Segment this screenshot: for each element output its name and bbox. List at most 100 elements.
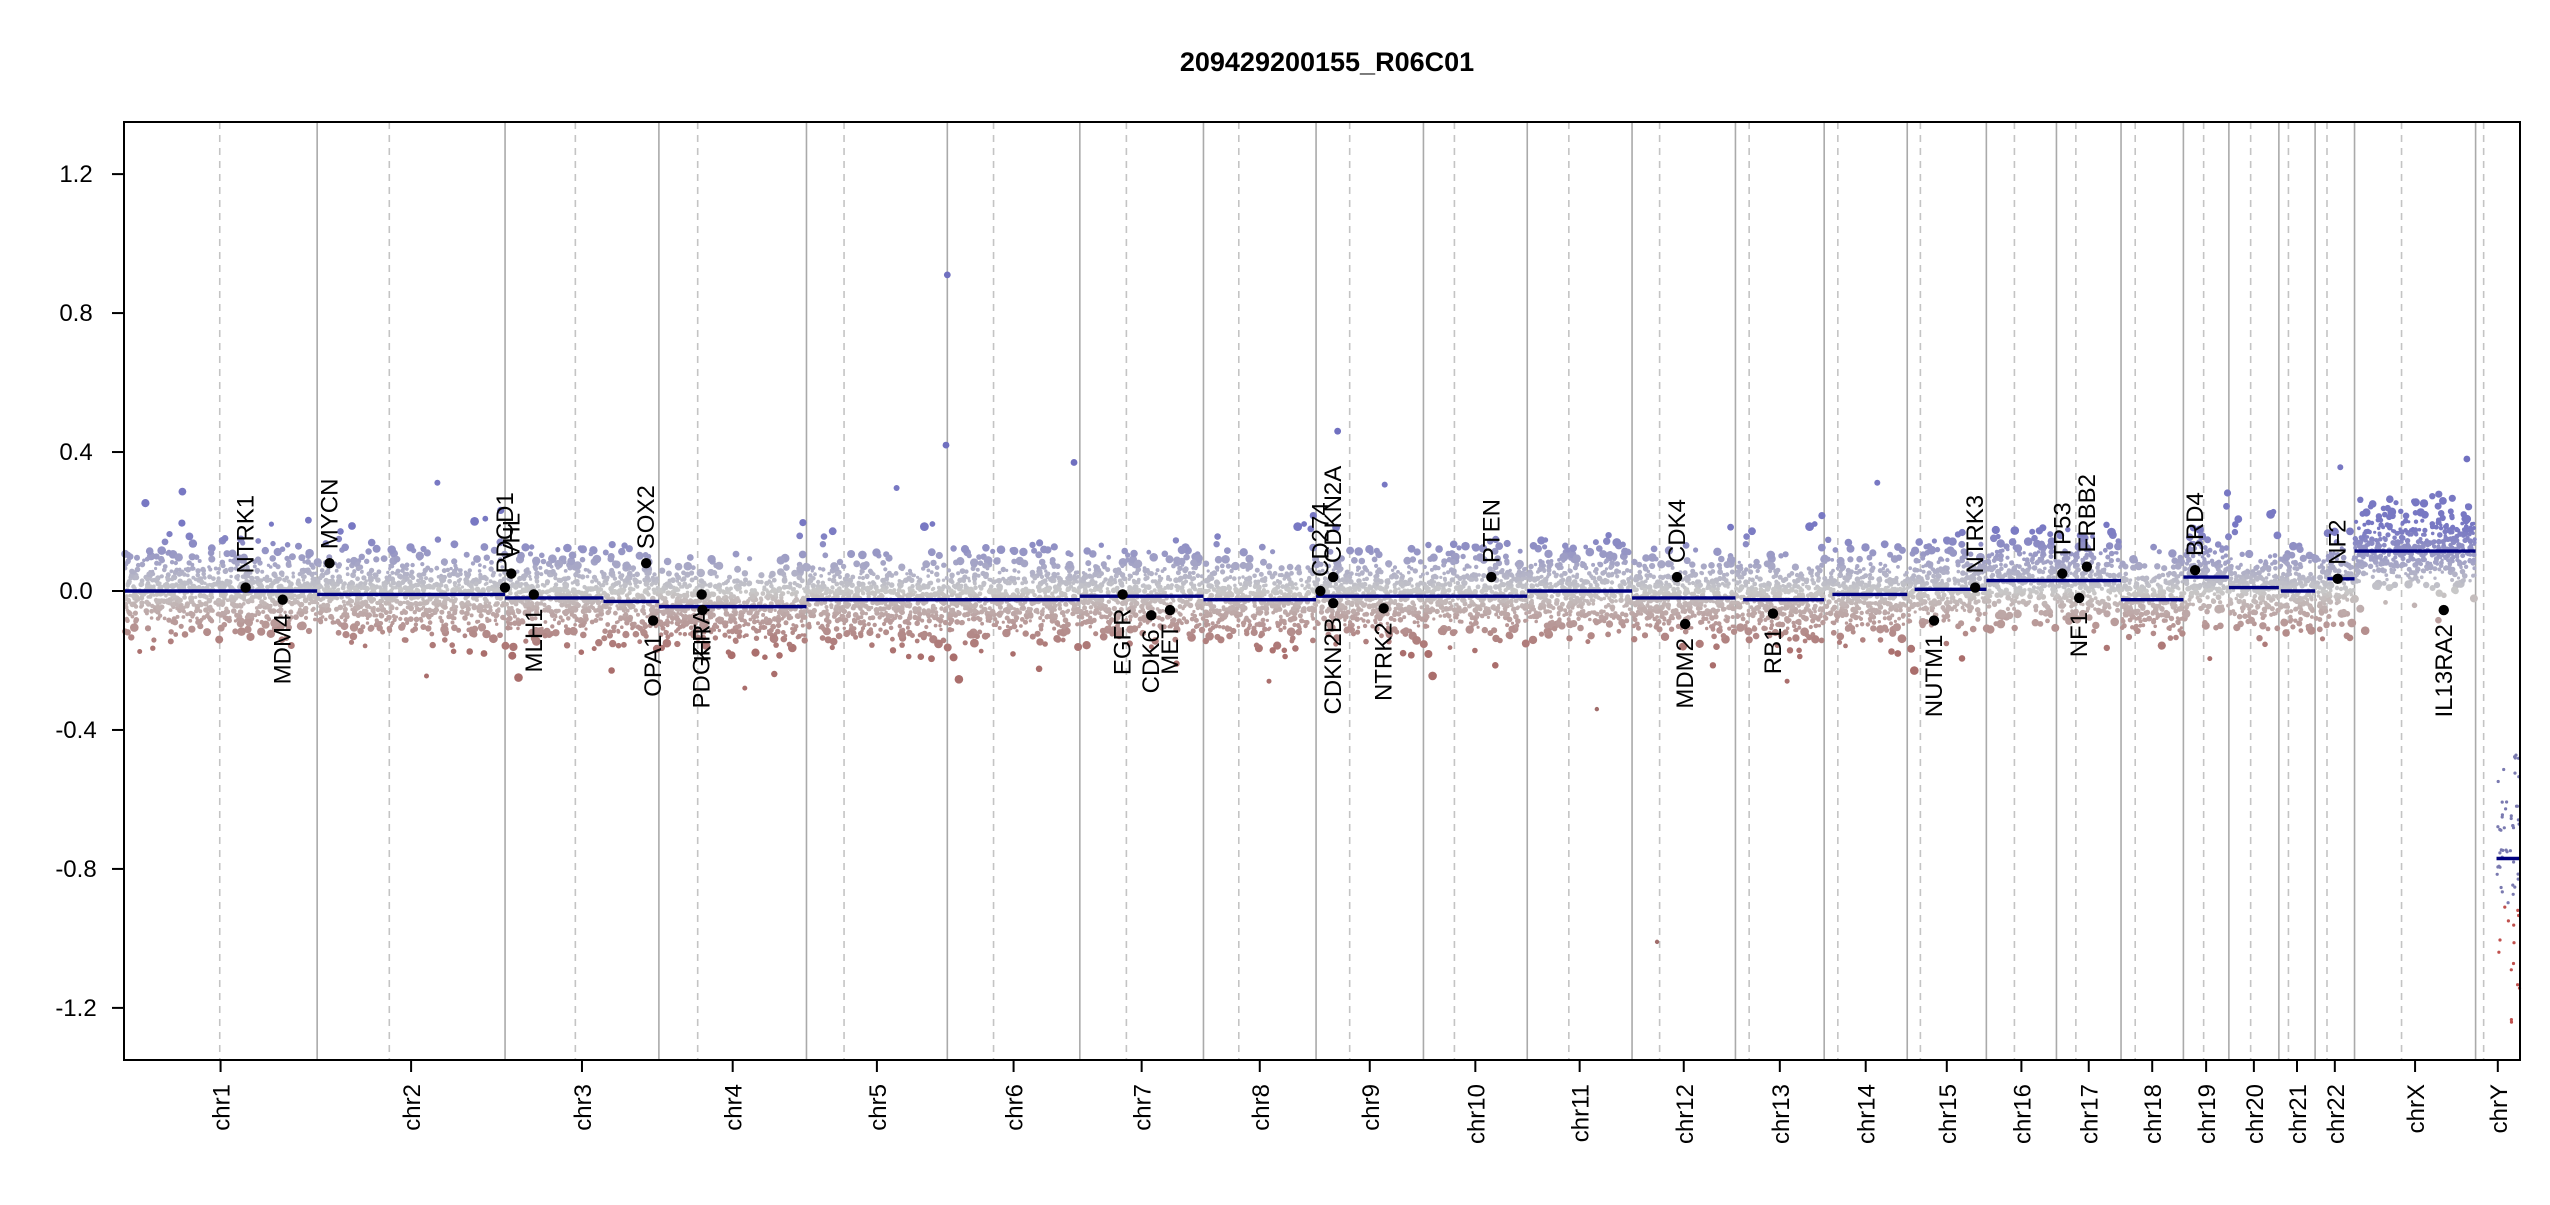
probe-point-chr7 [1106, 587, 1109, 590]
probe-point-chr4 [670, 616, 675, 621]
probe-point-chr4 [783, 564, 790, 571]
probe-point-chr6 [988, 620, 991, 623]
probe-point-chr2 [466, 648, 473, 655]
probe-point-chr1 [154, 561, 159, 566]
probe-point-chr7 [1104, 607, 1108, 611]
probe-point-chr7 [1128, 578, 1131, 581]
probe-point-chr5 [853, 560, 860, 567]
probe-point-chr7 [1163, 586, 1167, 590]
probe-point-chr5 [890, 647, 896, 653]
probe-point-chr2 [330, 575, 334, 579]
probe-point-chr5 [927, 581, 931, 585]
probe-point-chr2 [358, 611, 363, 616]
probe-point-chr4 [734, 566, 741, 573]
probe-point-chr7 [1146, 550, 1151, 555]
probe-point-chr5 [897, 588, 902, 593]
probe-point-chr5 [889, 626, 894, 631]
probe-point-chr3 [572, 606, 576, 610]
probe-point-chr2 [377, 625, 383, 631]
probe-point-chr2 [476, 587, 480, 591]
probe-point-chr2 [332, 581, 337, 586]
probe-point-chr3 [584, 627, 587, 630]
probe-point-chr3 [579, 649, 585, 655]
probe-point-chr7 [1171, 598, 1174, 601]
probe-point-chr3 [564, 642, 570, 648]
probe-point-chr8 [1292, 623, 1296, 627]
probe-point-chr7 [1098, 599, 1101, 602]
probe-point-chr3 [649, 607, 654, 612]
probe-point-chr3 [552, 629, 559, 636]
probe-point-chr3 [648, 572, 652, 576]
probe-point-chr4 [680, 609, 683, 612]
probe-point-chr7 [1082, 641, 1090, 649]
probe-point-chr6 [1011, 576, 1016, 581]
probe-point-chr2 [395, 607, 399, 611]
probe-point-chr1 [210, 595, 214, 599]
probe-point-chr4 [792, 587, 796, 591]
probe-point-chr1 [249, 576, 254, 581]
probe-point-chr2 [346, 572, 350, 576]
probe-point-chr5 [845, 573, 850, 578]
probe-point-chr7 [1132, 572, 1136, 576]
probe-point-chr4 [694, 576, 698, 580]
probe-point-chr6 [1017, 577, 1021, 581]
probe-point-chr3 [645, 615, 648, 618]
probe-point-chr2 [336, 630, 342, 636]
probe-point-chr6 [1052, 613, 1058, 619]
probe-point-chr5 [945, 576, 949, 580]
probe-point-chr3 [633, 631, 640, 638]
probe-point-chr7 [1146, 621, 1150, 625]
probe-point-chr5 [805, 585, 810, 590]
probe-point-chr6 [1029, 542, 1035, 548]
probe-point-chr6 [976, 554, 982, 560]
probe-point-chr7 [1197, 588, 1201, 592]
probe-point-chr3 [513, 615, 517, 619]
probe-point-chr8 [1224, 547, 1231, 554]
probe-point-chr7 [1161, 569, 1165, 573]
probe-point-chr5 [850, 575, 855, 580]
probe-point-chr1 [230, 602, 235, 607]
probe-point-chr1 [129, 569, 135, 575]
probe-point-chr1 [127, 610, 132, 615]
probe-point-chr1 [278, 584, 284, 590]
probe-point-chr5 [891, 590, 896, 595]
probe-point-chr2 [453, 616, 457, 620]
probe-point-chr6 [997, 602, 1002, 607]
probe-point-chr3 [580, 632, 587, 639]
probe-point-chr2 [442, 568, 447, 573]
probe-point-chr3 [516, 627, 520, 631]
probe-point-chr1 [281, 573, 285, 577]
probe-point-chr2 [484, 583, 487, 586]
probe-point-chr1 [145, 611, 149, 615]
probe-point-chr7 [1180, 585, 1184, 589]
probe-point-chr6 [992, 623, 996, 627]
probe-point-chr2 [447, 611, 451, 615]
probe-point-chr1 [154, 567, 157, 570]
probe-point-chr5 [864, 612, 868, 616]
probe-point-chr6 [976, 568, 980, 572]
probe-point-chr7 [1111, 582, 1114, 585]
probe-point-chr6 [1044, 615, 1049, 620]
probe-point-chr6 [1069, 584, 1073, 588]
probe-point-chr5 [848, 603, 852, 607]
probe-point-chr4 [762, 613, 765, 616]
probe-point-chr7 [1107, 600, 1111, 604]
probe-point-chr1 [125, 594, 129, 598]
probe-point-chr1 [170, 560, 174, 564]
probe-point-chr4 [725, 621, 729, 625]
probe-point-chr6 [956, 610, 960, 614]
probe-point-chr5 [936, 578, 941, 583]
probe-point-chr1 [148, 572, 152, 576]
probe-point-chr5 [938, 620, 942, 624]
probe-point-chr4 [667, 615, 671, 619]
probe-point-chr2 [417, 608, 421, 612]
probe-point-chr3 [643, 622, 648, 627]
probe-point-chr4 [679, 585, 682, 588]
probe-point-chr1 [208, 567, 212, 571]
probe-point-chr5 [869, 642, 875, 648]
probe-point-chr4 [742, 624, 745, 627]
probe-point-chr1 [172, 619, 178, 625]
probe-point-chr2 [427, 608, 433, 614]
probe-point-chr5 [874, 607, 880, 613]
probe-point-chr2 [382, 583, 387, 588]
